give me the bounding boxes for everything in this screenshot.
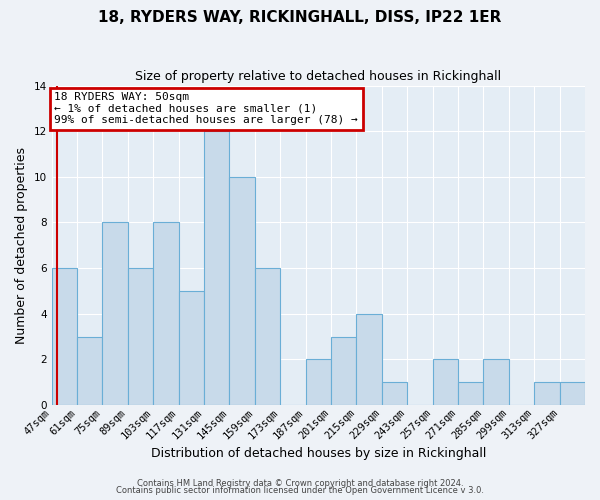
Bar [305, 360, 331, 405]
Bar [179, 291, 204, 405]
Text: Contains HM Land Registry data © Crown copyright and database right 2024.: Contains HM Land Registry data © Crown c… [137, 478, 463, 488]
Bar [255, 268, 280, 405]
X-axis label: Distribution of detached houses by size in Rickinghall: Distribution of detached houses by size … [151, 447, 486, 460]
Text: 18, RYDERS WAY, RICKINGHALL, DISS, IP22 1ER: 18, RYDERS WAY, RICKINGHALL, DISS, IP22 … [98, 10, 502, 25]
Bar [204, 131, 229, 405]
Bar [433, 360, 458, 405]
Bar [77, 336, 103, 405]
Bar [128, 268, 153, 405]
Text: 18 RYDERS WAY: 50sqm
← 1% of detached houses are smaller (1)
99% of semi-detache: 18 RYDERS WAY: 50sqm ← 1% of detached ho… [55, 92, 358, 125]
Bar [534, 382, 560, 405]
Bar [153, 222, 179, 405]
Bar [331, 336, 356, 405]
Title: Size of property relative to detached houses in Rickinghall: Size of property relative to detached ho… [135, 70, 502, 83]
Bar [229, 177, 255, 405]
Bar [382, 382, 407, 405]
Bar [458, 382, 484, 405]
Bar [356, 314, 382, 405]
Bar [52, 268, 77, 405]
Bar [484, 360, 509, 405]
Bar [103, 222, 128, 405]
Bar [560, 382, 585, 405]
Y-axis label: Number of detached properties: Number of detached properties [15, 147, 28, 344]
Text: Contains public sector information licensed under the Open Government Licence v : Contains public sector information licen… [116, 486, 484, 495]
